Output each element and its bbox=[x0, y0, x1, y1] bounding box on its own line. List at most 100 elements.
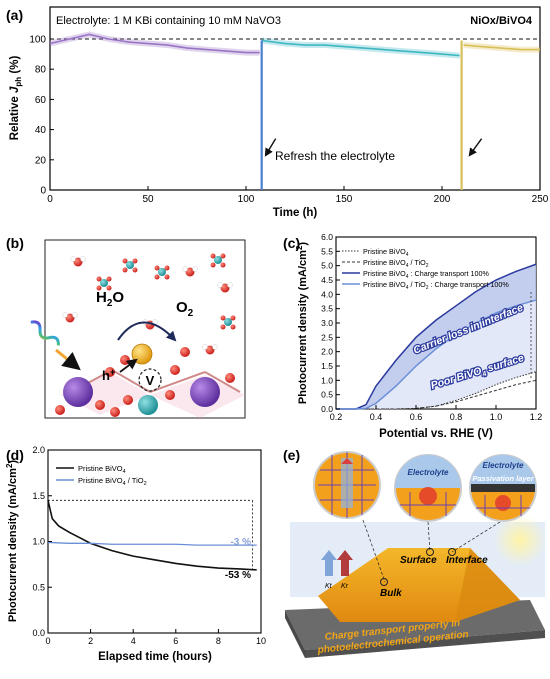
water-molecule bbox=[182, 266, 198, 277]
panel-c-legend-text: : Charge transport 100% bbox=[428, 280, 509, 289]
vacancy-marker bbox=[138, 368, 162, 392]
vanadate-cluster bbox=[210, 253, 226, 268]
panel-a: (a) 0 50 100 150 200 250 0 20 40 60 80 100 Electro… bbox=[6, 6, 549, 219]
panel-c-legend-text: Pristine BiVO bbox=[363, 269, 406, 278]
panel-a-electrolyte-note: Electrolyte: 1 M KBi containing 10 mM Na… bbox=[56, 15, 281, 27]
panel-c-ytick-label: 1.5 bbox=[321, 361, 333, 371]
light-arrow bbox=[55, 348, 81, 371]
vanadate-cluster bbox=[96, 276, 112, 291]
bismuth-atom bbox=[63, 377, 93, 407]
panel-a-series-line-0 bbox=[49, 33, 260, 54]
panel-a-ytick-label: 20 bbox=[35, 155, 47, 166]
panel-d-series-line-0 bbox=[47, 500, 257, 571]
panel-c-ytick-label: 2.0 bbox=[321, 347, 333, 357]
vanadate-clusters bbox=[96, 253, 236, 330]
panel-c-letter: (c) bbox=[283, 235, 300, 251]
panel-c-legend-label-0: Pristine BiVO4 bbox=[363, 247, 409, 258]
hole-label: h+ bbox=[102, 367, 115, 383]
vanadate-cluster bbox=[122, 258, 138, 273]
panel-a-letter: (a) bbox=[6, 7, 23, 23]
panel-d-ytick-label: 1.5 bbox=[32, 491, 45, 501]
panel-c-xtick-label: 0.4 bbox=[370, 412, 383, 422]
panel-d-ytick-label: 2.0 bbox=[32, 445, 45, 455]
panel-c-legend-sub: 4 bbox=[406, 274, 409, 280]
panel-e: (e) Charge transport property in photoel… bbox=[283, 447, 546, 658]
kt-label: Kt bbox=[325, 583, 333, 590]
panel-a-ytick-label: 0 bbox=[40, 186, 46, 197]
panel-b: (b) bbox=[6, 235, 246, 419]
panel-c-legend-label-2: Pristine BiVO4 : Charge transport 100% bbox=[363, 269, 489, 280]
panel-d-ytick-label: 0.0 bbox=[32, 628, 45, 638]
zoom-surface: Electrolyte bbox=[394, 454, 462, 522]
panel-c-legend-text: Pristine BiVO bbox=[363, 247, 406, 256]
panel-e-letter: (e) bbox=[283, 447, 300, 463]
panel-c-ytick-label: 0.5 bbox=[321, 390, 333, 400]
panel-a-ytick-label: 40 bbox=[35, 125, 47, 136]
label-interface: Interface bbox=[446, 555, 488, 566]
panel-a-band-2 bbox=[463, 42, 540, 53]
panel-d: (d) 0 2 4 6 8 10 0.0 0.5 1.0 1.5 2.0 Pristine BiV… bbox=[5, 445, 266, 663]
water-molecule bbox=[217, 282, 233, 293]
panel-a-ytick-label: 60 bbox=[35, 95, 47, 106]
panel-c-legend-text: / TiO bbox=[409, 280, 427, 289]
panel-d-ylabel: Photocurrent density (mA/cm2) bbox=[5, 460, 19, 622]
panel-c-ytick-label: 5.5 bbox=[321, 246, 333, 256]
panel-d-xtick-label: 0 bbox=[45, 636, 50, 646]
panel-d-legend-text: / TiO bbox=[126, 476, 144, 485]
panel-a-xtick-label: 0 bbox=[47, 194, 53, 205]
panel-a-ytick-label: 100 bbox=[29, 35, 46, 46]
panel-c-xlabel: Potential vs. RHE (V) bbox=[379, 428, 493, 440]
panel-a-xtick-label: 250 bbox=[532, 194, 549, 205]
panel-d-xtick-label: 8 bbox=[216, 636, 221, 646]
panel-d-xtick-label: 6 bbox=[173, 636, 178, 646]
vanadium-atom bbox=[138, 395, 158, 415]
vacancy-label: V bbox=[146, 373, 155, 388]
panel-a-xtick-label: 100 bbox=[238, 194, 255, 205]
panel-c-ylabel: Photocurrent density (mA/cm2) bbox=[295, 242, 309, 404]
panel-c-ytick-label: 3.5 bbox=[321, 304, 333, 314]
panel-b-letter: (b) bbox=[6, 235, 24, 251]
panel-d-annotation-tio2: -3 % bbox=[230, 537, 251, 548]
panel-c-legend-sub: 2 bbox=[426, 263, 429, 269]
panel-c-xtick-label: 1.2 bbox=[530, 412, 543, 422]
panel-c-ytick-label: 0.0 bbox=[321, 404, 333, 414]
reaction-arrow bbox=[117, 321, 177, 342]
panel-d-annotation-bivo4: -53 % bbox=[225, 570, 251, 581]
zoom-bulk bbox=[313, 451, 381, 519]
panel-c-legend-text: : Charge transport 100% bbox=[409, 269, 490, 278]
kr-label: Kr bbox=[341, 583, 349, 590]
label-surface: Surface bbox=[400, 555, 437, 566]
panel-c-ytick-label: 2.5 bbox=[321, 332, 333, 342]
panel-c-fill-interface bbox=[336, 264, 536, 409]
panel-d-legend-text: Pristine BiVO bbox=[78, 476, 123, 485]
panel-c-series-line-2 bbox=[336, 263, 537, 410]
panel-d-legend-sub: 4 bbox=[123, 469, 126, 475]
vanadate-cluster bbox=[154, 265, 170, 280]
panel-c-ytick-label: 3.0 bbox=[321, 318, 333, 328]
panel-d-letter: (d) bbox=[6, 447, 24, 463]
panel-a-refresh-arrow-1 bbox=[468, 138, 483, 157]
panel-a-series-line-2 bbox=[463, 44, 540, 51]
panel-c-xtick-label: 0.8 bbox=[450, 412, 463, 422]
panel-d-xtick-label: 4 bbox=[131, 636, 136, 646]
vanadate-cluster bbox=[220, 315, 236, 330]
panel-c-ytick-label: 4.5 bbox=[321, 275, 333, 285]
panel-a-refresh-note: Refresh the electrolyte bbox=[275, 149, 395, 163]
panel-a-refresh-arrow-0 bbox=[264, 138, 277, 157]
panel-a-frame bbox=[49, 6, 541, 191]
bismuth-atom bbox=[190, 377, 220, 407]
rate-arrows: Kt Kr bbox=[321, 550, 353, 590]
panel-d-legend-label-1: Pristine BiVO4 / TiO2 bbox=[78, 476, 147, 487]
panel-d-xlabel: Elapsed time (hours) bbox=[98, 651, 212, 663]
hole-arrow bbox=[119, 358, 138, 373]
panel-d-series-line-1 bbox=[47, 541, 257, 546]
light-wave-icon bbox=[30, 320, 60, 346]
panel-d-ytick-label: 0.5 bbox=[32, 582, 45, 592]
h2o-label: H2O bbox=[96, 289, 124, 309]
panel-c-legend-text: Pristine BiVO bbox=[363, 258, 406, 267]
panel-a-xtick-label: 150 bbox=[336, 194, 353, 205]
panel-a-xtick-label: 200 bbox=[434, 194, 451, 205]
panel-c-ytick-label: 5.0 bbox=[321, 261, 333, 271]
label-bulk: Bulk bbox=[380, 588, 402, 599]
